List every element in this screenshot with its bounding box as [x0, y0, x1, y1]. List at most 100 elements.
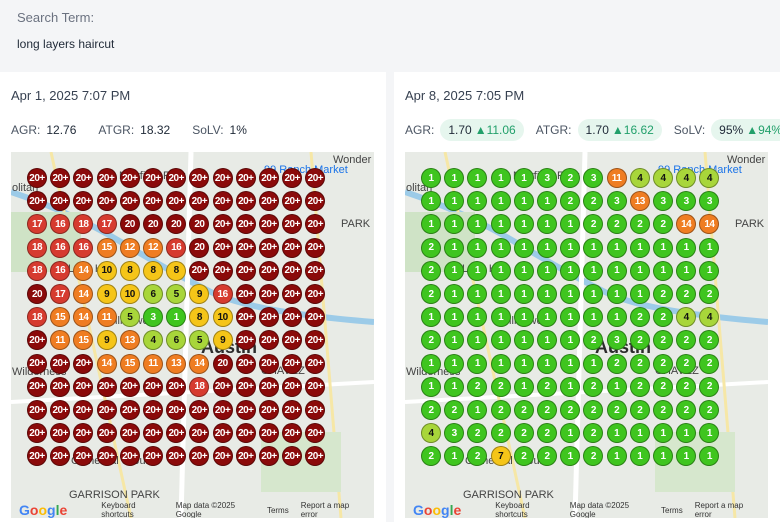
rank-pin[interactable]: 20+ — [282, 423, 303, 444]
rank-pin[interactable]: 1 — [537, 237, 557, 258]
rank-pin[interactable]: 1 — [606, 307, 627, 328]
rank-pin[interactable]: 16 — [166, 237, 187, 258]
rank-pin[interactable]: 1 — [583, 353, 604, 374]
rank-pin[interactable]: 1 — [513, 353, 534, 374]
rank-pin[interactable]: 1 — [513, 191, 534, 212]
rank-pin[interactable]: 1 — [467, 284, 488, 304]
rank-pin[interactable]: 20+ — [143, 446, 163, 467]
rank-pin[interactable]: 14 — [96, 353, 117, 374]
rank-pin[interactable]: 15 — [119, 353, 140, 374]
rank-pin[interactable]: 1 — [560, 284, 581, 304]
rank-pin[interactable]: 20+ — [259, 376, 279, 397]
rank-pin[interactable]: 20+ — [282, 376, 303, 397]
rank-pin[interactable]: 20+ — [50, 423, 71, 444]
rank-pin[interactable]: 11 — [606, 168, 627, 188]
rank-pin[interactable]: 20+ — [119, 168, 140, 188]
rank-pin[interactable]: 1 — [653, 423, 673, 444]
rank-pin[interactable]: 2 — [629, 307, 650, 328]
rank-pin[interactable]: 1 — [583, 307, 604, 328]
rank-pin[interactable]: 20+ — [282, 330, 303, 351]
rank-pin[interactable]: 16 — [50, 237, 71, 258]
rank-pin[interactable]: 4 — [143, 330, 163, 351]
rank-pin[interactable]: 20+ — [27, 191, 47, 212]
terms-link[interactable]: Terms — [266, 505, 289, 515]
rank-pin[interactable]: 3 — [606, 191, 627, 212]
rank-pin[interactable]: 10 — [212, 307, 233, 328]
rank-pin[interactable]: 20+ — [235, 446, 256, 467]
rank-pin[interactable]: 12 — [119, 237, 140, 258]
rank-pin[interactable]: 16 — [73, 237, 94, 258]
rank-pin[interactable]: 20+ — [235, 214, 256, 235]
rank-pin[interactable]: 1 — [537, 214, 557, 235]
rank-pin[interactable]: 1 — [560, 237, 581, 258]
rank-pin[interactable]: 1 — [467, 168, 488, 188]
rank-pin[interactable]: 4 — [699, 168, 720, 188]
rank-pin[interactable]: 1 — [490, 353, 511, 374]
rank-pin[interactable]: 2 — [676, 353, 697, 374]
rank-pin[interactable]: 2 — [467, 446, 488, 467]
rank-pin[interactable]: 20+ — [235, 423, 256, 444]
rank-pin[interactable]: 20+ — [143, 168, 163, 188]
rank-pin[interactable]: 4 — [676, 168, 697, 188]
rank-pin[interactable]: 20+ — [305, 353, 326, 374]
rank-pin[interactable]: 20+ — [259, 330, 279, 351]
rank-pin[interactable]: 2 — [583, 423, 604, 444]
rank-pin[interactable]: 2 — [676, 330, 697, 351]
rank-pin[interactable]: 20+ — [189, 191, 210, 212]
rank-pin[interactable]: 2 — [629, 330, 650, 351]
rank-pin[interactable]: 20+ — [282, 307, 303, 328]
rank-pin[interactable]: 20+ — [166, 423, 187, 444]
rank-pin[interactable]: 3 — [444, 423, 465, 444]
rank-pin[interactable]: 20+ — [27, 168, 47, 188]
rank-pin[interactable]: 20+ — [259, 400, 279, 420]
rank-pin[interactable]: 20+ — [166, 376, 187, 397]
rank-pin[interactable]: 1 — [166, 307, 187, 328]
rank-pin[interactable]: 20+ — [143, 376, 163, 397]
rank-pin[interactable]: 20+ — [282, 237, 303, 258]
rank-pin[interactable]: 9 — [189, 284, 210, 304]
rank-pin[interactable]: 20+ — [235, 400, 256, 420]
rank-pin[interactable]: 2 — [699, 353, 720, 374]
rank-pin[interactable]: 1 — [560, 214, 581, 235]
rank-pin[interactable]: 1 — [444, 446, 465, 467]
rank-pin[interactable]: 20+ — [50, 376, 71, 397]
rank-pin[interactable]: 2 — [560, 191, 581, 212]
rank-pin[interactable]: 1 — [699, 446, 720, 467]
rank-pin[interactable]: 20+ — [96, 446, 117, 467]
rank-pin[interactable]: 1 — [444, 191, 465, 212]
rank-pin[interactable]: 13 — [166, 353, 187, 374]
rank-pin[interactable]: 1 — [560, 423, 581, 444]
rank-pin[interactable]: 20+ — [282, 353, 303, 374]
rank-pin[interactable]: 20+ — [305, 168, 326, 188]
rank-pin[interactable]: 1 — [676, 423, 697, 444]
rank-pin[interactable]: 20+ — [305, 423, 326, 444]
rank-pin[interactable]: 1 — [699, 237, 720, 258]
rank-pin[interactable]: 20+ — [50, 446, 71, 467]
rank-pin[interactable]: 10 — [119, 284, 140, 304]
rank-pin[interactable]: 1 — [444, 353, 465, 374]
rank-pin[interactable]: 2 — [583, 330, 604, 351]
rank-pin[interactable]: 2 — [606, 400, 627, 420]
rank-pin[interactable]: 20+ — [282, 284, 303, 304]
rank-pin[interactable]: 11 — [50, 330, 71, 351]
rank-pin[interactable]: 1 — [513, 284, 534, 304]
rank-pin[interactable]: 1 — [606, 423, 627, 444]
rank-pin[interactable]: 20+ — [212, 237, 233, 258]
rank-pin[interactable]: 1 — [537, 330, 557, 351]
rank-pin[interactable]: 20+ — [27, 330, 47, 351]
rank-pin[interactable]: 11 — [96, 307, 117, 328]
rank-pin[interactable]: 20+ — [212, 423, 233, 444]
rank-pin[interactable]: 2 — [606, 353, 627, 374]
rank-pin[interactable]: 20+ — [96, 168, 117, 188]
rank-pin[interactable]: 20+ — [96, 376, 117, 397]
rank-pin[interactable]: 2 — [513, 423, 534, 444]
rank-pin[interactable]: 20+ — [189, 168, 210, 188]
rank-pin[interactable]: 8 — [143, 260, 163, 281]
rank-pin[interactable]: 2 — [676, 400, 697, 420]
rank-pin[interactable]: 1 — [467, 307, 488, 328]
rank-pin[interactable]: 17 — [96, 214, 117, 235]
rank-pin[interactable]: 18 — [27, 307, 47, 328]
rank-pin[interactable]: 20+ — [212, 400, 233, 420]
rank-pin[interactable]: 1 — [467, 191, 488, 212]
rank-pin[interactable]: 20+ — [235, 191, 256, 212]
